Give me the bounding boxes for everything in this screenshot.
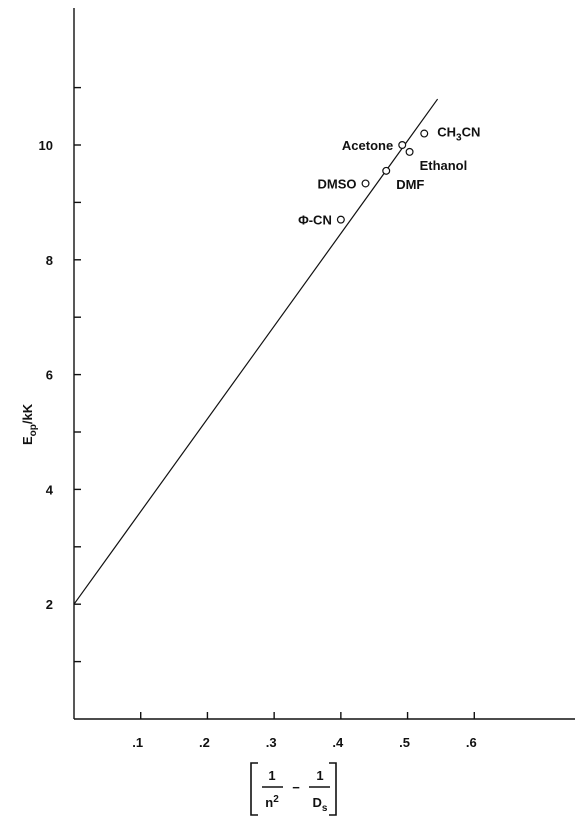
x-axis-left-denominator-main: n: [265, 795, 273, 810]
data-point: [336, 215, 345, 224]
y-tick-label: 2: [46, 597, 53, 612]
regression-line: [73, 98, 439, 605]
y-axis-title-suffix: /kK: [20, 403, 35, 424]
x-tick-label: .1: [132, 735, 143, 750]
x-axis-right-denominator-main: D: [313, 795, 322, 810]
x-tick-label: .3: [266, 735, 277, 750]
data-point-label-subscript: 3: [456, 133, 462, 144]
left-bracket: [250, 762, 258, 816]
data-point-label-main: CH: [437, 125, 456, 140]
data-point-label: DMF: [396, 177, 424, 192]
y-axis-title-main: E: [20, 436, 35, 445]
data-point-label: Ethanol: [420, 158, 468, 173]
data-point: [382, 166, 391, 175]
y-axis-title: Eop/kK: [20, 403, 39, 445]
x-tick-label: .2: [199, 735, 210, 750]
data-point-label: DMSO: [318, 176, 357, 191]
data-point-label: Acetone: [342, 138, 393, 153]
x-axis-operator: −: [292, 780, 300, 795]
right-bracket: [329, 762, 337, 816]
data-point: [405, 147, 414, 156]
x-axis-right-denominator-subscript: s: [322, 803, 328, 814]
y-axis-title-subscript: op: [28, 424, 39, 436]
data-point-label-suffix: CN: [462, 125, 481, 140]
y-tick-label: 6: [46, 368, 53, 383]
y-tick-label: 10: [39, 138, 53, 153]
x-tick-label: .6: [466, 735, 477, 750]
x-axis-right-denominator: Ds: [313, 795, 328, 814]
x-axis-title: 1n2−1Ds: [250, 762, 337, 816]
data-point-label: CH3CN: [437, 125, 480, 144]
x-axis-left-denominator: n2: [265, 794, 279, 810]
x-tick-label: .4: [332, 735, 344, 750]
x-axis-right-numerator: 1: [316, 768, 323, 783]
data-point-label: Φ-CN: [298, 213, 332, 228]
y-tick-label: 8: [46, 253, 53, 268]
x-axis-left-denominator-superscript: 2: [273, 794, 279, 805]
y-tick-label: 4: [46, 482, 54, 497]
x-axis-left-numerator: 1: [268, 768, 275, 783]
x-tick-label: .5: [399, 735, 410, 750]
data-point: [420, 129, 429, 138]
data-point: [361, 179, 370, 188]
data-point: [398, 141, 407, 150]
